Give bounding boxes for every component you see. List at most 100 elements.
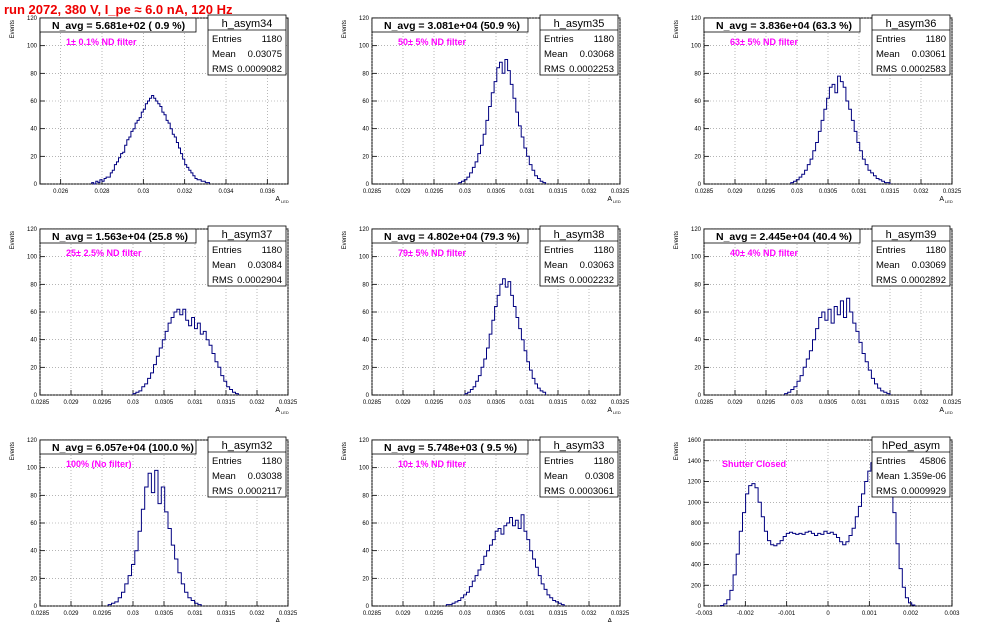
- title-box: [39, 228, 197, 244]
- stats-value: 0.03069: [912, 260, 946, 271]
- histogram-panel: 0.0285 0.029 0.0295 0.03 0.0305 0.031 0.0315 0.…: [10, 436, 298, 622]
- y-tick-label: 100: [27, 255, 38, 261]
- y-tick-label: 1000: [688, 500, 702, 506]
- filter-annotation: 100% (No filter): [66, 459, 132, 469]
- stats-box: [539, 225, 619, 287]
- x-tick-label: 0.031: [851, 400, 867, 406]
- stats-value: 0.03084: [248, 260, 282, 271]
- stats-label: RMS: [544, 275, 565, 286]
- y-tick-label: 60: [30, 521, 37, 527]
- x-tick-label: 0.0285: [695, 400, 714, 406]
- x-axis-label-subscript: LED: [281, 410, 289, 415]
- y-tick-label: 800: [691, 521, 702, 527]
- x-tick-label: 0.032: [177, 189, 193, 195]
- x-tick-label: 0.0285: [31, 611, 50, 617]
- stats-value: 1180: [594, 456, 614, 467]
- y-tick-label: 120: [359, 16, 370, 22]
- stats-label: RMS: [544, 64, 565, 75]
- y-axis-label: Events: [674, 231, 680, 249]
- histogram-name: h_asym36: [886, 18, 937, 30]
- stats-label: RMS: [212, 486, 233, 497]
- stats-label: RMS: [876, 275, 897, 286]
- x-tick-label: 0.032: [249, 400, 265, 406]
- stats-box: [539, 14, 619, 76]
- x-tick-label: 0.0305: [155, 400, 174, 406]
- filter-annotation: 63± 5% ND filter: [730, 37, 798, 47]
- stats-value: 1180: [594, 245, 614, 256]
- y-tick-label: 0: [698, 393, 702, 399]
- y-tick-label: 40: [30, 127, 37, 133]
- y-tick-label: 400: [691, 563, 702, 569]
- x-tick-label: 0.0305: [819, 189, 838, 195]
- x-tick-label: 0.031: [187, 611, 203, 617]
- x-tick-label: 0: [826, 611, 830, 617]
- y-tick-label: 20: [694, 365, 701, 371]
- histogram-title: N_avg = 2.445e+04 (40.4 %): [716, 231, 852, 243]
- x-tick-label: 0.002: [903, 611, 919, 617]
- stats-value: 0.03038: [248, 471, 282, 482]
- stats-label: Entries: [876, 245, 906, 256]
- histogram-series: [445, 514, 565, 606]
- histogram-panel: 0.0285 0.029 0.0295 0.03 0.0305 0.031 0.0315 0.…: [674, 225, 962, 415]
- y-tick-label: 40: [30, 338, 37, 344]
- x-axis-label: A: [607, 407, 612, 414]
- histogram-name: h_asym34: [222, 18, 273, 30]
- stats-label: Mean: [212, 49, 236, 60]
- stats-value: 0.03061: [912, 49, 946, 60]
- x-tick-label: 0.0305: [487, 611, 506, 617]
- stats-label: Mean: [212, 471, 236, 482]
- x-tick-label: 0.03: [791, 400, 803, 406]
- histogram-panel: 0.0285 0.029 0.0295 0.03 0.0305 0.031 0.0315 0.…: [674, 14, 962, 204]
- y-tick-label: 20: [362, 154, 369, 160]
- x-tick-label: 0.0325: [943, 189, 962, 195]
- x-tick-label: 0.0295: [93, 611, 112, 617]
- y-tick-label: 0: [34, 604, 38, 610]
- x-tick-label: 0.0315: [549, 611, 568, 617]
- y-tick-label: 40: [694, 338, 701, 344]
- y-tick-label: 40: [30, 549, 37, 555]
- x-tick-label: 0.031: [519, 400, 535, 406]
- y-tick-label: 100: [27, 466, 38, 472]
- y-axis-label: Events: [342, 20, 348, 38]
- stats-value: 1180: [926, 245, 946, 256]
- stats-value: 45806: [920, 456, 946, 467]
- stats-value: 0.0002892: [901, 275, 946, 286]
- y-axis-label: Events: [10, 442, 16, 460]
- y-tick-label: 60: [30, 310, 37, 316]
- stats-label: Entries: [876, 456, 906, 467]
- x-tick-label: 0.029: [727, 189, 743, 195]
- y-tick-label: 60: [362, 310, 369, 316]
- stats-label: RMS: [876, 486, 897, 497]
- filter-annotation: 1± 0.1% ND filter: [66, 37, 137, 47]
- x-tick-label: -0.001: [778, 611, 796, 617]
- x-tick-label: 0.0315: [549, 400, 568, 406]
- stats-value: 0.03063: [580, 260, 614, 271]
- filter-annotation: 50± 5% ND filter: [398, 37, 466, 47]
- y-tick-label: 100: [359, 255, 370, 261]
- x-axis-label: A: [275, 196, 280, 203]
- x-tick-label: 0.026: [53, 189, 69, 195]
- y-tick-label: 60: [694, 99, 701, 105]
- y-tick-label: 120: [27, 16, 38, 22]
- stats-value: 0.0002583: [901, 64, 946, 75]
- stats-box: [871, 14, 951, 76]
- x-axis-label: A: [939, 196, 944, 203]
- stats-value: 1.359e-06: [903, 471, 946, 482]
- stats-label: RMS: [212, 64, 233, 75]
- stats-box: [871, 436, 951, 498]
- histogram-name: hPed_asym: [882, 440, 940, 452]
- y-tick-label: 200: [691, 583, 702, 589]
- stats-label: Entries: [876, 34, 906, 45]
- x-tick-label: 0.032: [581, 400, 597, 406]
- x-tick-label: 0.0305: [819, 400, 838, 406]
- histogram-title: N_avg = 5.681e+02 ( 0.9 %): [52, 20, 185, 32]
- y-tick-label: 100: [27, 44, 38, 50]
- x-tick-label: 0.031: [519, 611, 535, 617]
- stats-value: 0.03075: [248, 49, 282, 60]
- x-tick-label: 0.032: [913, 189, 929, 195]
- y-tick-label: 0: [698, 182, 702, 188]
- histogram-name: h_asym32: [222, 440, 273, 452]
- x-tick-label: 0.0315: [217, 400, 236, 406]
- y-tick-label: 80: [694, 282, 701, 288]
- stats-label: Entries: [544, 456, 574, 467]
